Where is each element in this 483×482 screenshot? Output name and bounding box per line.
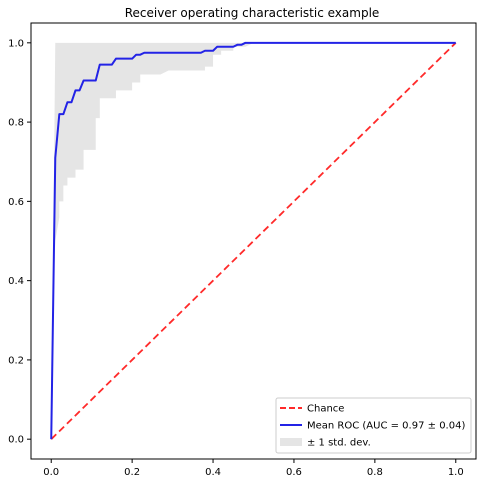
legend-item-mean-roc-label: Mean ROC (AUC = 0.97 ± 0.04)	[307, 421, 465, 432]
x-tick-label: 0.0	[43, 467, 59, 478]
y-tick-label: 1.0	[8, 38, 24, 49]
chart-title: Receiver operating characteristic exampl…	[125, 6, 380, 20]
x-tick-label: 0.8	[367, 467, 383, 478]
std-dev-band	[51, 42, 456, 440]
y-axis: 0.0 0.2 0.4 0.6 0.8 1.0	[8, 38, 31, 446]
legend-box	[275, 397, 472, 454]
x-axis: 0.0 0.2 0.4 0.6 0.8 1.0	[43, 459, 464, 478]
legend: Chance Mean ROC (AUC = 0.97 ± 0.04) ± 1 st…	[275, 397, 472, 454]
y-tick-label: 0.2	[8, 355, 24, 366]
x-tick-label: 0.6	[286, 467, 302, 478]
mean-roc-line	[50, 41, 456, 440]
x-tick-label: 1.0	[448, 467, 464, 478]
x-tick-label: 0.4	[205, 467, 221, 478]
y-tick-label: 0.8	[8, 118, 24, 129]
legend-item-std-dev-swatch	[280, 438, 302, 446]
y-tick-label: 0.4	[8, 276, 24, 287]
x-tick-label: 0.2	[124, 467, 140, 478]
axes-frame	[30, 22, 477, 460]
y-tick-label: 0.0	[8, 435, 24, 446]
legend-item-std-dev-label: ± 1 std. dev.	[307, 438, 371, 449]
y-tick-label: 0.6	[8, 197, 24, 208]
chance-line	[50, 42, 457, 440]
plot-area	[50, 41, 457, 440]
legend-item-chance-label: Chance	[307, 404, 344, 415]
